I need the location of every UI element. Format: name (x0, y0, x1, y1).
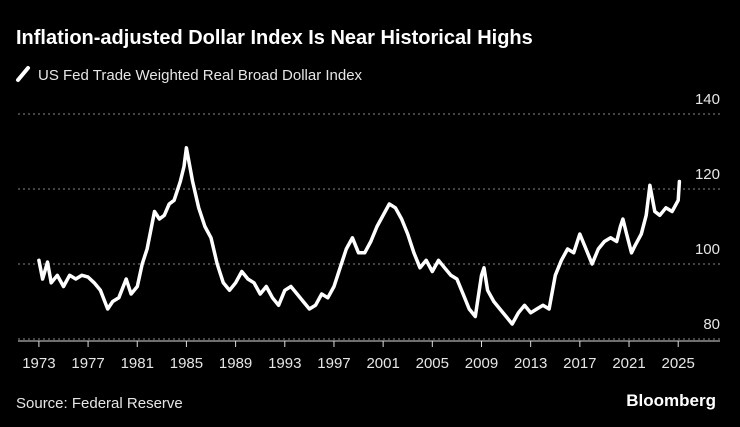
x-tick-label: 1973 (22, 355, 55, 372)
x-tick-label: 2005 (416, 355, 449, 372)
y-tick-label: 140 (695, 91, 720, 108)
x-tick-label: 2001 (366, 355, 399, 372)
x-tick-label: 2021 (612, 355, 645, 372)
series-line (37, 146, 682, 326)
x-tick-label: 2017 (563, 355, 596, 372)
y-tick-label: 80 (703, 316, 720, 333)
x-tick-label: 1981 (121, 355, 154, 372)
brand: Bloomberg (626, 391, 716, 410)
legend-label: US Fed Trade Weighted Real Broad Dollar … (38, 67, 363, 84)
x-tick-label: 2025 (662, 355, 695, 372)
source: Source: Federal Reserve (16, 395, 183, 412)
x-tick-label: 1985 (170, 355, 203, 372)
x-tick-label: 2009 (465, 355, 498, 372)
legend-swatch (16, 66, 30, 82)
x-tick-label: 1989 (219, 355, 252, 372)
chart-title: Inflation-adjusted Dollar Index Is Near … (16, 27, 533, 49)
y-tick-label: 100 (695, 241, 720, 258)
x-tick-label: 1977 (71, 355, 104, 372)
x-tick-label: 2013 (514, 355, 547, 372)
y-tick-label: 120 (695, 166, 720, 183)
x-tick-label: 1993 (268, 355, 301, 372)
x-tick-label: 1997 (317, 355, 350, 372)
